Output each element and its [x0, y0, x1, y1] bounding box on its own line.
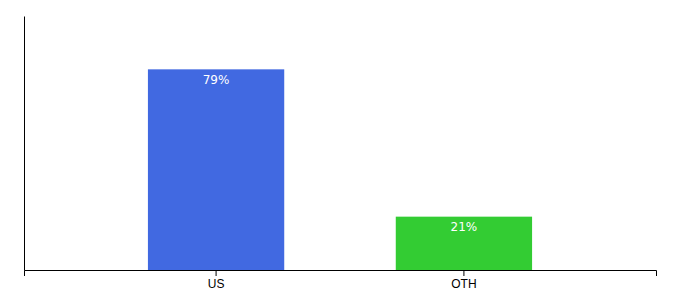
x-tick-label: US: [208, 277, 225, 291]
x-tick-label: OTH: [451, 277, 476, 291]
bar: [148, 69, 284, 270]
data-labels: 79% 21%: [203, 73, 478, 234]
data-label: 79%: [203, 73, 230, 87]
x-axis-line: [25, 271, 657, 277]
x-axis: US OTH: [25, 270, 657, 291]
y-axis: [24, 17, 25, 271]
x-tick-mark: [463, 270, 464, 276]
bar: [396, 217, 532, 270]
chart-svg: US OTH 79% 21%: [0, 0, 680, 300]
chart-container: US OTH 79% 21%: [0, 0, 680, 300]
x-tick: OTH: [451, 270, 476, 291]
bars: [148, 69, 532, 270]
data-label: 21%: [451, 220, 478, 234]
x-tick-mark: [216, 270, 217, 276]
x-tick: US: [208, 270, 225, 291]
plot-area: US OTH 79% 21%: [25, 17, 657, 291]
y-axis-line: [24, 17, 25, 271]
